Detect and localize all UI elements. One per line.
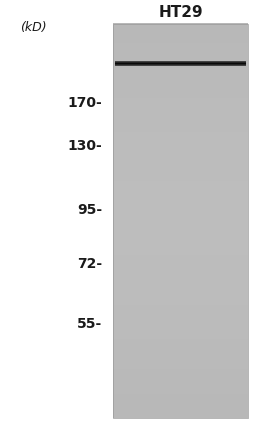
Bar <box>113 373 248 379</box>
Bar <box>113 250 248 256</box>
Bar <box>113 235 248 241</box>
Bar <box>113 190 248 196</box>
Bar <box>113 24 248 418</box>
Bar <box>113 67 248 73</box>
Text: 55-: 55- <box>77 317 102 331</box>
Bar <box>113 319 248 324</box>
Bar <box>113 102 248 108</box>
Bar <box>113 329 248 335</box>
Bar <box>113 146 248 152</box>
Bar <box>113 338 248 344</box>
Bar <box>113 210 248 216</box>
Bar <box>113 92 248 98</box>
Bar <box>113 161 248 167</box>
Bar <box>113 294 248 300</box>
Bar <box>113 363 248 369</box>
Bar <box>113 72 248 78</box>
Bar <box>113 52 248 58</box>
Bar <box>113 388 248 394</box>
Bar <box>113 57 248 63</box>
Bar <box>113 260 248 265</box>
Bar <box>113 408 248 414</box>
Bar <box>113 97 248 103</box>
Bar <box>113 299 248 305</box>
Bar <box>113 393 248 399</box>
Bar <box>113 269 248 275</box>
Bar <box>113 121 248 127</box>
Bar <box>113 289 248 295</box>
Bar <box>113 309 248 315</box>
Bar <box>113 220 248 226</box>
Text: HT29: HT29 <box>158 5 203 20</box>
Bar <box>113 358 248 364</box>
Bar <box>113 62 248 68</box>
Bar <box>113 23 248 28</box>
Bar <box>113 279 248 285</box>
Bar <box>113 284 248 290</box>
Bar <box>113 156 248 162</box>
Bar <box>113 275 248 280</box>
Bar <box>113 107 248 112</box>
Bar <box>113 402 248 408</box>
Bar <box>113 304 248 310</box>
Bar <box>113 176 248 181</box>
Bar <box>113 141 248 147</box>
Text: 130-: 130- <box>68 139 102 153</box>
Bar <box>113 323 248 329</box>
Bar <box>113 264 248 270</box>
Bar <box>113 225 248 231</box>
Bar <box>113 348 248 354</box>
Bar <box>113 314 248 320</box>
Bar <box>113 368 248 374</box>
Bar <box>113 413 248 418</box>
Text: (kD): (kD) <box>20 21 47 34</box>
Text: 72-: 72- <box>77 257 102 271</box>
Bar <box>113 196 248 201</box>
Bar <box>113 186 248 191</box>
Text: 170-: 170- <box>68 96 102 110</box>
Bar <box>113 38 248 43</box>
Bar <box>113 28 248 33</box>
Bar <box>113 82 248 88</box>
Bar <box>113 230 248 236</box>
Bar <box>113 87 248 93</box>
Bar <box>113 383 248 389</box>
Bar <box>113 48 248 53</box>
Bar <box>113 398 248 403</box>
Bar <box>113 131 248 137</box>
Bar <box>113 378 248 384</box>
Bar <box>113 205 248 211</box>
Bar <box>113 334 248 339</box>
Bar <box>113 127 248 132</box>
Bar <box>113 240 248 245</box>
Bar <box>113 181 248 186</box>
Bar <box>113 171 248 177</box>
Bar <box>113 215 248 221</box>
Bar <box>113 136 248 142</box>
Bar <box>113 166 248 172</box>
Bar <box>113 42 248 48</box>
Bar <box>113 116 248 122</box>
Text: 95-: 95- <box>77 203 102 217</box>
Bar <box>113 353 248 359</box>
Bar <box>113 200 248 206</box>
Bar <box>113 151 248 157</box>
Bar <box>113 245 248 251</box>
Bar <box>113 112 248 117</box>
Bar <box>113 33 248 39</box>
Bar <box>113 343 248 349</box>
Bar <box>113 254 248 260</box>
Bar <box>113 77 248 83</box>
